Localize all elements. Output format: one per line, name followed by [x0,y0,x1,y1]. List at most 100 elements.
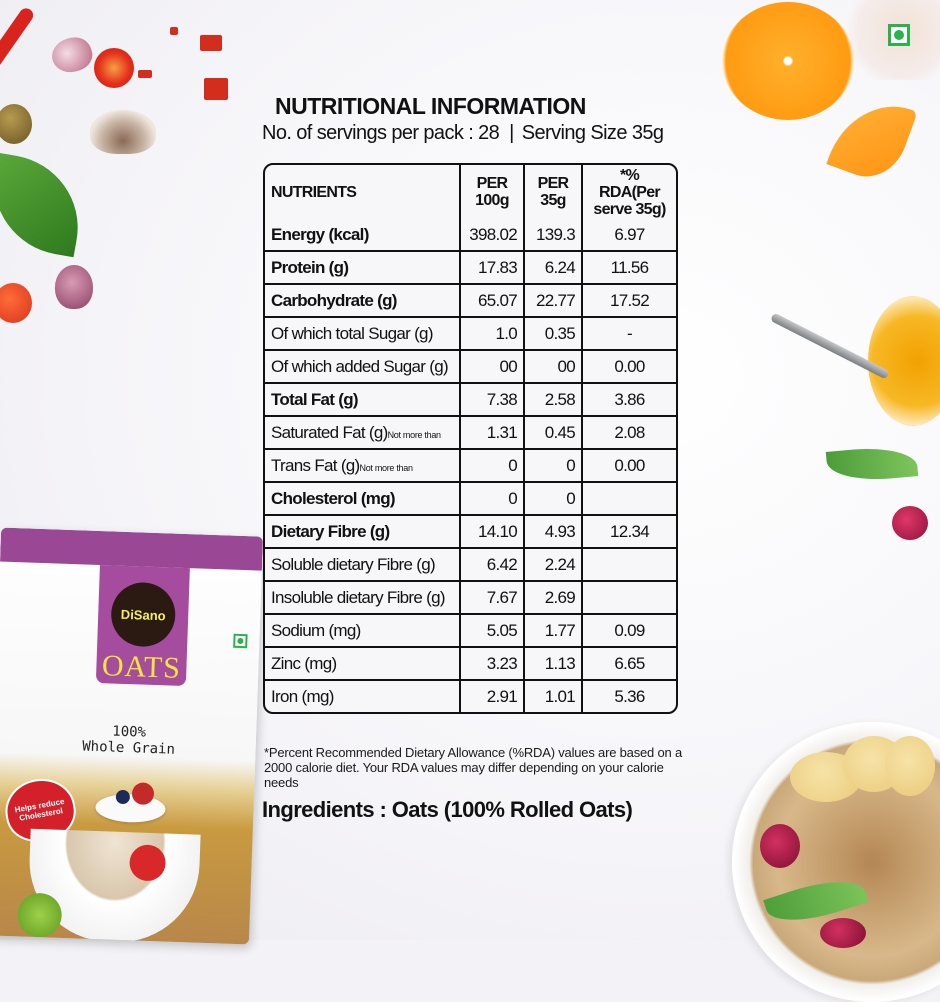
table-row: Of which total Sugar (g) 1.0 0.35- [265,318,676,351]
nutrient-name: Energy (kcal) [265,219,461,252]
table-row: Total Fat (g) 7.38 2.58 3.86 [265,384,676,417]
value-rda: 5.36 [614,686,645,706]
nutrient-name: Trans Fat (g)Not more than [265,450,461,483]
value-per-100g: 00 [461,351,525,384]
nutrient-label: Of which added Sugar (g) [271,356,449,376]
separator: | [509,122,514,144]
value-per-100g: 17.83 [461,252,525,285]
raspberry-decoration [892,506,928,540]
cherry-tomato-half-decoration [94,48,134,88]
nutrient-note: Not more than [387,429,441,440]
value-per-100g: 6.42 [461,549,525,582]
value-per-35g: 0.45 [525,417,583,450]
raspberry-decoration [760,824,800,868]
nutrient-name: Sodium (mg) [265,615,461,648]
cherry-tomato-decoration [0,283,32,323]
value-rda: 17.52 [583,285,676,318]
chili-flake-decoration [138,70,152,78]
value-rda: 6.97 [583,219,676,252]
nutrient-label: Sodium (mg) [271,620,361,640]
olive-decoration [0,104,32,144]
table-row: Energy (kcal) 398.02 139.3 6.97 [265,219,676,252]
raspberry-decoration [820,918,866,948]
table-row: Cholesterol (mg) 0 0 [265,483,676,516]
vegetarian-mark-icon [888,24,910,46]
value-rda [583,582,676,615]
nutrition-table: NUTRIENTS PER 100g PER 35g *% RDA(Per serve… [263,163,678,714]
value-rda: 0.09 [583,615,676,648]
value-per-35g: 2.58 [525,384,583,417]
serving-size: Serving Size 35g [521,122,664,144]
table-row: Dietary Fibre (g) 14.10 4.93 12.34 [265,516,676,549]
table-header-row: NUTRIENTS PER 100g PER 35g *% RDA(Per serve… [265,165,676,219]
pack-top-band [0,527,264,571]
value-per-100g: 5.05 [461,615,525,648]
value-per-35g: 0.35 [525,318,583,351]
nutrient-name: Of which added Sugar (g) [265,351,461,384]
value-rda: 0.00 [583,351,676,384]
chili-flake-decoration [170,27,178,35]
pack-spoon [95,793,166,824]
value-per-35g: 0 [525,450,583,483]
value-rda [583,549,676,582]
value-per-100g: 7.67 [461,582,525,615]
nutrient-label: Soluble dietary Fibre (g) [271,554,436,574]
column-header-per-100g: PER 100g [461,165,525,219]
table-row: Insoluble dietary Fibre (g) 7.67 2.69 [265,582,676,615]
table-row: Carbohydrate (g) 65.07 22.77 17.52 [265,285,676,318]
table-row: Iron (mg) 2.91 1.01 5.36 [265,681,676,712]
value-per-35g: 1.13 [525,648,583,681]
nutrient-label: Of which total Sugar (g) [271,323,433,343]
table-row: Soluble dietary Fibre (g) 6.42 2.24 [265,549,676,582]
value-rda: 11.56 [583,252,676,285]
nutrient-name: Cholesterol (mg) [265,483,461,516]
nutrient-label: Zinc (mg) [271,653,337,673]
nutrient-name: Dietary Fibre (g) [265,516,461,549]
value-per-35g: 0 [525,483,583,516]
nutrient-label: Insoluble dietary Fibre (g) [271,587,446,607]
nutrient-label: Total Fat (g) [271,389,359,409]
nutrient-label: Protein (g) [271,257,349,277]
column-header-nutrients: NUTRIENTS [265,165,461,219]
orange-slice-decoration [722,2,854,120]
column-header-per-35g: PER 35g [525,165,583,219]
column-header-rda: *% RDA(Per serve 35g) [593,166,666,218]
value-per-35g: 1.77 [525,615,583,648]
value-rda: 2.08 [583,417,676,450]
shallot-decoration [55,265,93,309]
chili-flake-decoration [200,35,222,51]
pack-product-name: OATS [101,649,182,685]
rda-footnote: *Percent Recommended Dietary Allowance (… [264,745,682,790]
value-per-100g: 1.0 [461,318,525,351]
table-row: Trans Fat (g)Not more than 0 0 0.00 [265,450,676,483]
mushroom-slice-decoration [90,110,156,154]
value-per-35g: 139.3 [525,219,583,252]
value-per-35g: 2.24 [525,549,583,582]
table-row: Zinc (mg) 3.23 1.13 6.65 [265,648,676,681]
nutrient-name: Saturated Fat (g)Not more than [265,417,461,450]
nutrient-name: Soluble dietary Fibre (g) [265,549,461,582]
nutrient-label: Carbohydrate (g) [271,290,397,310]
value-per-100g: 398.02 [461,219,525,252]
nutrient-name: Of which total Sugar (g) [265,318,461,351]
nutrient-label: Energy (kcal) [271,224,369,244]
nutrient-label: Dietary Fibre (g) [271,521,390,541]
value-per-100g: 1.31 [461,417,525,450]
honey-bowl-decoration [868,296,940,426]
value-rda: 12.34 [583,516,676,549]
value-per-100g: 7.38 [461,384,525,417]
value-per-100g: 0 [461,450,525,483]
page-title: NUTRITIONAL INFORMATION [275,93,586,119]
value-rda: 0.00 [583,450,676,483]
value-per-35g: 1.01 [525,681,583,712]
chili-flake-decoration [204,78,228,100]
value-per-100g: 2.91 [461,681,525,712]
nutrient-label: Cholesterol (mg) [271,488,396,508]
nutrient-name: Insoluble dietary Fibre (g) [265,582,461,615]
value-rda [583,483,676,516]
nutrient-name: Total Fat (g) [265,384,461,417]
nutrient-name: Iron (mg) [265,681,461,712]
nutrient-name: Carbohydrate (g) [265,285,461,318]
servings-info: No. of servings per pack : 28 | Serving Si… [262,122,664,145]
servings-per-pack: No. of servings per pack : 28 [262,122,500,144]
